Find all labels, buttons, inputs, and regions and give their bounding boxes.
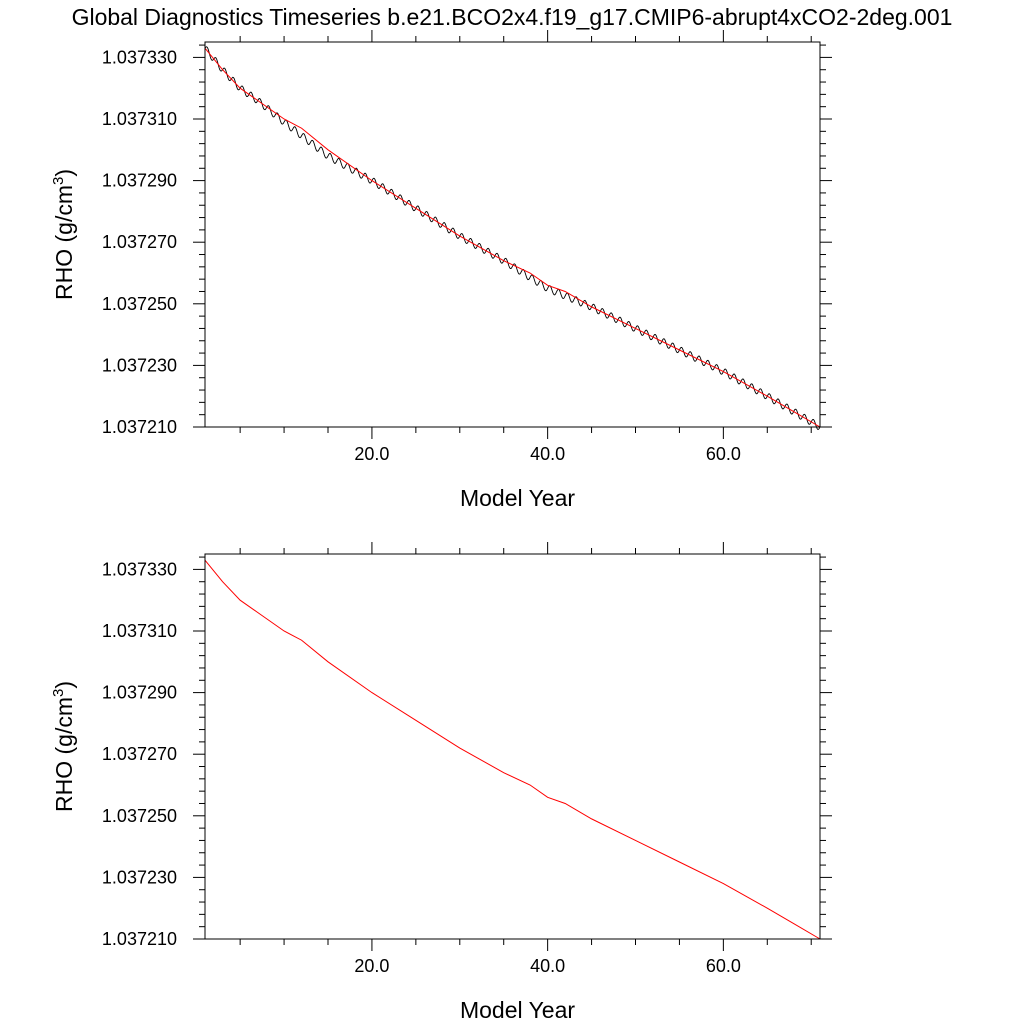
series-line-0 <box>204 559 821 940</box>
page-title: Global Diagnostics Timeseries b.e21.BCO2… <box>71 4 953 30</box>
y-tick-label: 1.037210 <box>102 417 177 437</box>
y-tick-label: 1.037270 <box>102 232 177 252</box>
y-axis-title: RHO (g/cm3) <box>50 169 77 300</box>
y-tick-label: 1.037310 <box>102 621 177 641</box>
x-tick-label: 20.0 <box>354 444 389 464</box>
series-line-1 <box>204 47 821 428</box>
y-tick-label: 1.037310 <box>102 109 177 129</box>
y-tick-label: 1.037210 <box>102 929 177 949</box>
plot-frame <box>204 553 821 940</box>
x-axis-title: Model Year <box>460 997 575 1023</box>
y-tick-label: 1.037290 <box>102 171 177 191</box>
y-tick-label: 1.037230 <box>102 867 177 887</box>
chart-panel-top: 20.0 40.0 60.0 1.037210 1.037230 1.037250 1.03… <box>50 30 832 511</box>
y-tick-label: 1.037250 <box>102 294 177 314</box>
y-tick-label: 1.037250 <box>102 806 177 826</box>
y-axis-title: RHO (g/cm3) <box>50 681 77 812</box>
y-tick-label: 1.037270 <box>102 744 177 764</box>
x-tick-label: 40.0 <box>530 444 565 464</box>
x-tick-label: 40.0 <box>530 956 565 976</box>
y-tick-label: 1.037230 <box>102 355 177 375</box>
y-tick-label: 1.037330 <box>102 559 177 579</box>
y-tick-label: 1.037290 <box>102 683 177 703</box>
chart-panel-bottom: 20.0 40.0 60.0 1.037210 1.037230 1.037250 1.03… <box>50 542 832 1023</box>
plot-frame <box>204 41 821 428</box>
series-line-0 <box>204 46 821 430</box>
y-tick-label: 1.037330 <box>102 47 177 67</box>
x-tick-label: 20.0 <box>354 956 389 976</box>
x-tick-label: 60.0 <box>706 956 741 976</box>
x-tick-label: 60.0 <box>706 444 741 464</box>
x-axis-title: Model Year <box>460 485 575 511</box>
